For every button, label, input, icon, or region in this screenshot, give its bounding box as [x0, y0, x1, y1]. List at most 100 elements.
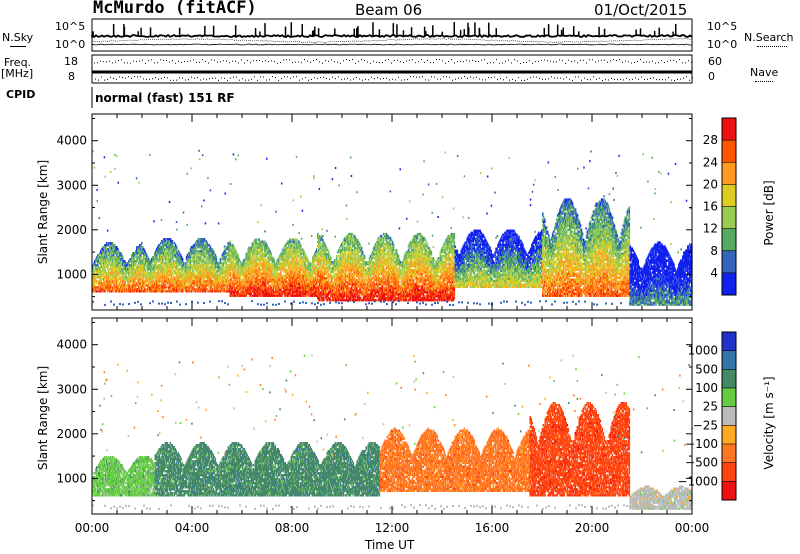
- nave-dot: [245, 80, 246, 81]
- power-echo-cell: [178, 254, 180, 256]
- power-echo-cell: [116, 250, 118, 252]
- nave-dot: [670, 60, 671, 61]
- power-echo-cell: [215, 264, 217, 266]
- power-echo-cell: [100, 286, 102, 288]
- power-echo-cell: [176, 250, 178, 252]
- power-echo-cell: [191, 260, 193, 262]
- power-echo-cell: [158, 282, 160, 284]
- nave-dot: [95, 79, 96, 80]
- power-echo-cell: [118, 286, 120, 288]
- power-echo-cell: [265, 275, 267, 277]
- power-echo-cell: [164, 270, 166, 272]
- nave-dot: [304, 59, 305, 60]
- nave-dot: [455, 79, 456, 80]
- power-echo-cell: [243, 293, 245, 295]
- power-echo-cell: [99, 254, 101, 256]
- power-echo-cell: [233, 281, 235, 283]
- power-echo-cell: [235, 267, 237, 269]
- power-echo-cell: [220, 276, 222, 278]
- power-echo-cell: [281, 295, 283, 297]
- power-echo-cell: [293, 271, 295, 273]
- nave-dot: [146, 79, 147, 80]
- nave-dot: [103, 61, 104, 62]
- power-echo-cell: [191, 276, 193, 278]
- power-echo-cell: [155, 252, 157, 254]
- power-echo-cell: [143, 278, 145, 280]
- nave-dot: [401, 80, 402, 81]
- power-echo-cell: [284, 267, 286, 269]
- power-echo-cell: [252, 245, 254, 247]
- power-echo-cell: [249, 255, 251, 257]
- power-echo-cell: [266, 245, 268, 247]
- power-echo-cell: [294, 293, 296, 295]
- nave-dot: [439, 59, 440, 60]
- power-echo-cell: [225, 260, 227, 262]
- power-echo-cell: [283, 261, 285, 263]
- power-echo-cell: [242, 271, 244, 273]
- power-echo-cell: [172, 258, 174, 260]
- power-echo-cell: [113, 290, 115, 292]
- nave-dot: [118, 60, 119, 61]
- nave-dot: [121, 59, 122, 60]
- power-echo-cell: [270, 253, 272, 255]
- power-echo-cell: [249, 267, 251, 269]
- nave-dot: [139, 60, 140, 61]
- power-echo-cell: [252, 273, 254, 275]
- nave-dot: [275, 77, 276, 78]
- power-echo-cell: [169, 250, 171, 252]
- power-echo-cell: [187, 264, 189, 266]
- nave-dot: [299, 80, 300, 81]
- power-echo-cell: [294, 259, 296, 261]
- power-echo-cell: [167, 282, 169, 284]
- power-echo-cell: [120, 252, 122, 254]
- power-echo-cell: [296, 265, 298, 267]
- power-echo-cell: [285, 283, 287, 285]
- nave-dot: [661, 60, 662, 61]
- power-echo-cell: [199, 262, 201, 264]
- power-echo-cell: [96, 280, 98, 282]
- power-echo-cell: [116, 246, 118, 248]
- power-echo-cell: [112, 270, 114, 272]
- power-echo-cell: [271, 263, 273, 265]
- nave-dot: [638, 79, 639, 80]
- nave-dot: [622, 62, 623, 63]
- power-echo-cell: [210, 288, 212, 290]
- nave-dot: [127, 62, 128, 63]
- power-echo-cell: [267, 273, 269, 275]
- power-echo-cell: [175, 244, 177, 246]
- power-echo-cell: [117, 254, 119, 256]
- nave-dot: [352, 59, 353, 60]
- power-echo-cell: [196, 248, 198, 250]
- nave-dot: [607, 62, 608, 63]
- power-echo-cell: [287, 281, 289, 283]
- power-echo-cell: [117, 252, 119, 254]
- power-echo-cell: [113, 260, 115, 262]
- nave-dot: [409, 60, 410, 61]
- nave-dot: [685, 62, 686, 63]
- power-echo-cell: [322, 281, 324, 283]
- power-echo-cell: [118, 264, 120, 266]
- power-echo-cell: [272, 273, 274, 275]
- power-echo-cell: [137, 258, 139, 260]
- power-echo-cell: [235, 295, 237, 297]
- power-echo-cell: [144, 272, 146, 274]
- power-echo-cell: [265, 243, 267, 245]
- power-echo-cell: [114, 280, 116, 282]
- power-echo-cell: [170, 260, 172, 262]
- power-echo-cell: [165, 284, 167, 286]
- nave-dot: [463, 61, 464, 62]
- nave-dot: [100, 61, 101, 62]
- nave-dot: [665, 79, 666, 80]
- nave-dot: [502, 63, 503, 64]
- nave-dot: [523, 62, 524, 63]
- power-echo-cell: [104, 280, 106, 282]
- power-echo-cell: [156, 282, 158, 284]
- power-echo-cell: [103, 248, 105, 250]
- power-echo-cell: [269, 263, 271, 265]
- nave-dot: [191, 77, 192, 78]
- nave-dot: [539, 78, 540, 79]
- power-echo-cell: [171, 276, 173, 278]
- power-echo-cell: [307, 259, 309, 261]
- power-echo-cell: [276, 271, 278, 273]
- nave-dot: [490, 62, 491, 63]
